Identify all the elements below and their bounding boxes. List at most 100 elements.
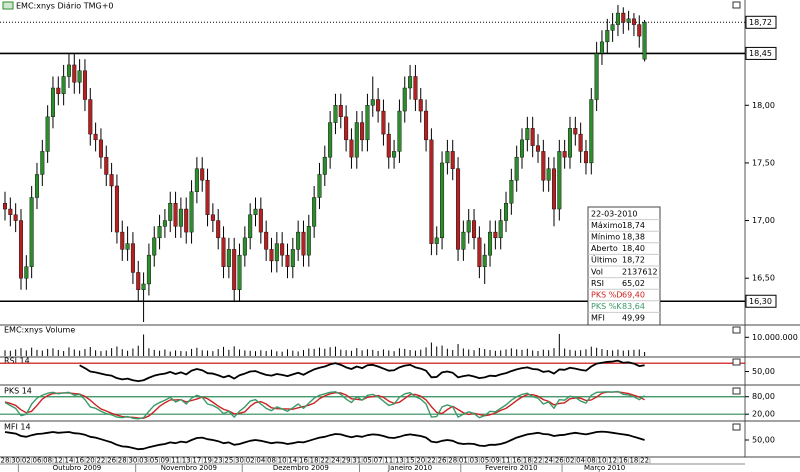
x-day-label: 08 (587, 457, 596, 465)
x-day-label: 04 (576, 457, 585, 465)
candle-body (72, 64, 77, 83)
y-tick-label: 50,00 (752, 436, 775, 445)
x-day-label: 07 (374, 457, 383, 465)
x-day-label: 02 (22, 457, 31, 465)
candle-body (13, 214, 18, 221)
candle-body (546, 168, 551, 181)
candle-body (3, 203, 7, 210)
x-day-label: 23 (214, 457, 223, 465)
candle-body (509, 180, 514, 204)
candle-body (322, 156, 327, 175)
pane-button[interactable] (732, 326, 741, 334)
x-day-label: 24 (331, 457, 340, 465)
candle-body (589, 99, 594, 164)
candle-body (18, 220, 23, 279)
x-day-label: 12 (54, 457, 63, 465)
candle-body (504, 203, 509, 221)
candle-body (562, 151, 567, 158)
info-label: RSI (591, 279, 604, 288)
x-day-label: 02 (246, 457, 255, 465)
x-day-label: 18 (523, 457, 532, 465)
info-label: MFI (591, 314, 605, 323)
candle-body (296, 231, 301, 250)
x-day-label: 29 (342, 457, 351, 465)
candle-body (285, 254, 290, 267)
candle-body (98, 139, 103, 158)
candle-body (157, 226, 162, 239)
x-day-label: 10 (278, 457, 287, 465)
indicator-line (4, 390, 646, 420)
pane-button[interactable] (732, 358, 741, 366)
pane-button[interactable] (732, 1, 741, 9)
candle-body (29, 197, 34, 267)
x-day-label: 11 (384, 457, 393, 465)
candle-body (221, 237, 226, 267)
candle-body (631, 18, 636, 25)
info-value: 18,72 (622, 256, 645, 265)
candle-body (392, 151, 397, 158)
candle-body (626, 18, 631, 23)
x-day-label: 30 (11, 457, 20, 465)
candle-body (114, 185, 119, 233)
y-tick-label: 17,50 (752, 158, 775, 167)
info-label: Último (591, 254, 617, 265)
x-day-label: 19 (203, 457, 212, 465)
candle-body (141, 283, 146, 290)
candle-body (274, 243, 279, 262)
candle-body (104, 156, 109, 175)
x-day-label: 22 (96, 457, 105, 465)
candle-body (520, 139, 525, 158)
candle-body (434, 237, 439, 244)
price-label-box (745, 46, 777, 60)
pane-button[interactable] (732, 387, 741, 395)
x-day-label: 22 (534, 457, 543, 465)
x-day-label: 28 (118, 457, 127, 465)
indicator-line (4, 430, 645, 451)
x-day-label: 04 (256, 457, 265, 465)
x-month-label: Dezembro 2009 (273, 464, 329, 472)
candle-body (615, 12, 620, 25)
x-day-label: 15 (406, 457, 415, 465)
candle-body (45, 116, 50, 152)
info-value: 83,64 (622, 302, 645, 311)
candle-body (456, 168, 461, 250)
candle-body (493, 231, 498, 239)
price-label: 16,30 (749, 297, 772, 306)
x-day-label: 03 (470, 457, 479, 465)
x-day-label: 05 (480, 457, 489, 465)
candle-body (599, 41, 604, 54)
pane-button[interactable] (732, 423, 741, 431)
x-day-label: 18 (629, 457, 638, 465)
candle-body (573, 128, 578, 135)
x-day-label: 13 (395, 457, 404, 465)
candle-body (605, 30, 610, 43)
candle-body (306, 226, 311, 256)
x-day-label: 11 (502, 457, 511, 465)
x-day-label: 14 (64, 457, 73, 465)
candle-body (333, 105, 338, 123)
candle-body (120, 231, 125, 250)
pane-title: EMC:xnys Volume (4, 326, 75, 335)
candle-body (642, 22, 647, 60)
info-label: Mínimo (591, 233, 620, 242)
info-label: Máximo (591, 221, 623, 230)
candle-body (466, 220, 471, 233)
x-day-label: 16 (75, 457, 84, 465)
candle-body (610, 24, 615, 31)
candle-body (242, 237, 247, 256)
symbol-icon[interactable] (2, 1, 14, 10)
candle-body (408, 76, 413, 89)
pane-buttons (732, 1, 741, 431)
candle-body (269, 249, 274, 262)
candle-body (88, 99, 93, 135)
x-day-label: 26 (438, 457, 447, 465)
x-day-label: 20 (416, 457, 425, 465)
candle-body (450, 151, 455, 169)
candle-body (194, 168, 199, 192)
info-value: 18,74 (622, 221, 645, 230)
x-day-label: 28 (1, 457, 10, 465)
candle-body (237, 254, 242, 290)
y-tick-label: 80,00 (752, 392, 775, 401)
candle-body (40, 151, 45, 175)
